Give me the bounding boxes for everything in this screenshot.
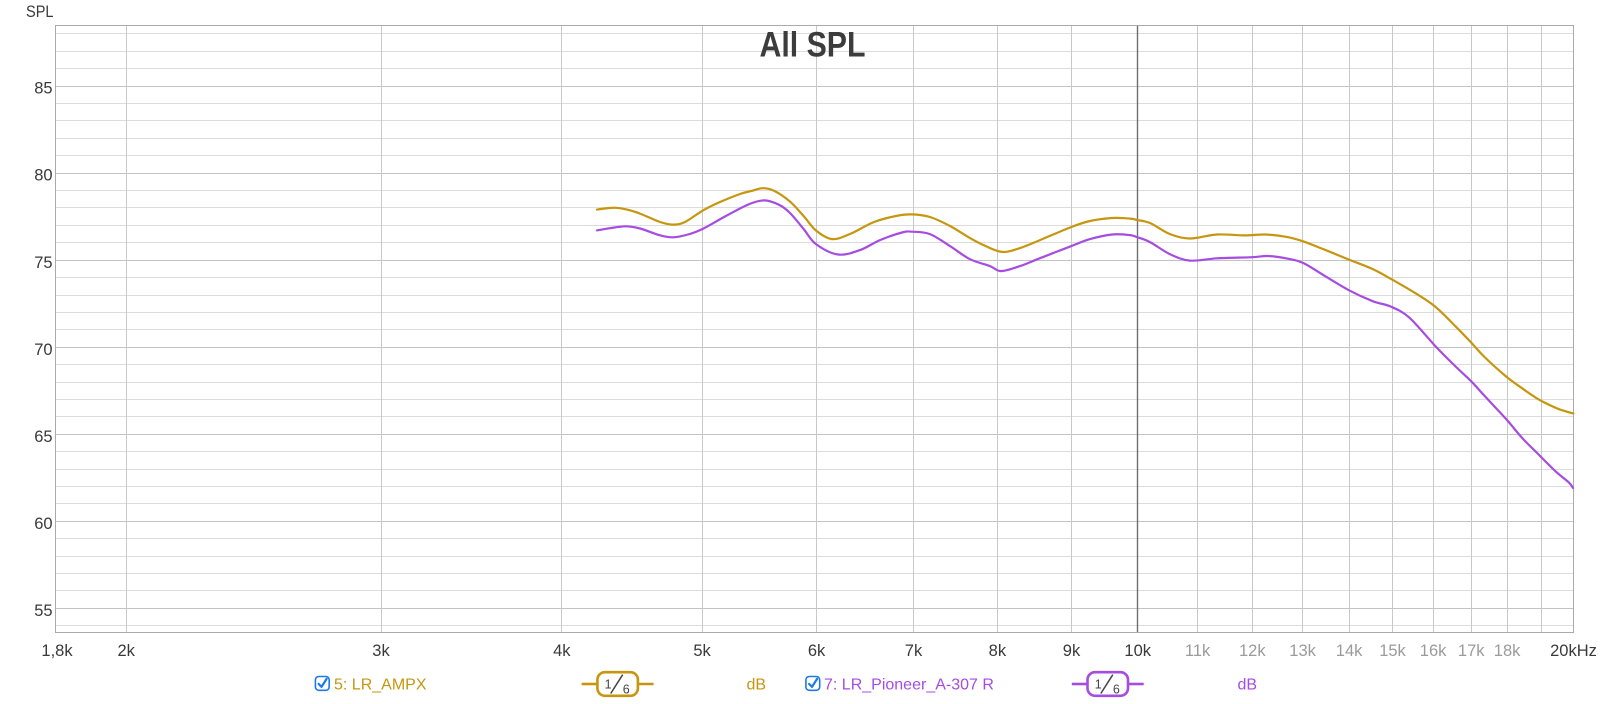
svg-text:dB: dB	[747, 676, 767, 693]
svg-text:18k: 18k	[1494, 642, 1521, 660]
svg-text:dB: dB	[1238, 676, 1258, 693]
svg-text:85: 85	[34, 80, 52, 98]
svg-text:All SPL: All SPL	[760, 26, 866, 65]
svg-text:20kHz: 20kHz	[1550, 642, 1597, 660]
svg-text:7k: 7k	[905, 642, 923, 660]
svg-text:75: 75	[34, 254, 52, 272]
svg-text:70: 70	[34, 341, 52, 359]
svg-text:12k: 12k	[1239, 642, 1266, 660]
svg-text:80: 80	[34, 167, 52, 185]
svg-text:5k: 5k	[693, 642, 711, 660]
svg-text:9k: 9k	[1063, 642, 1081, 660]
svg-text:17k: 17k	[1458, 642, 1485, 660]
svg-text:14k: 14k	[1336, 642, 1363, 660]
svg-text:2k: 2k	[117, 642, 135, 660]
svg-text:4k: 4k	[553, 642, 571, 660]
svg-text:6: 6	[623, 682, 630, 696]
svg-text:60: 60	[34, 515, 52, 533]
svg-text:7: LR_Pioneer_A-307 R: 7: LR_Pioneer_A-307 R	[824, 676, 994, 693]
svg-text:5: LR_AMPX: 5: LR_AMPX	[334, 676, 427, 693]
svg-text:6: 6	[1113, 682, 1120, 696]
svg-text:3k: 3k	[372, 642, 390, 660]
svg-text:SPL: SPL	[26, 3, 54, 21]
svg-text:8k: 8k	[989, 642, 1007, 660]
svg-text:6k: 6k	[808, 642, 826, 660]
svg-text:15k: 15k	[1379, 642, 1406, 660]
svg-text:11k: 11k	[1185, 642, 1211, 660]
svg-text:1: 1	[1095, 677, 1102, 691]
svg-text:1: 1	[605, 677, 612, 691]
svg-text:55: 55	[34, 602, 52, 620]
svg-text:65: 65	[34, 428, 52, 446]
svg-text:13k: 13k	[1289, 642, 1316, 660]
svg-text:16k: 16k	[1420, 642, 1447, 660]
svg-text:10k: 10k	[1124, 642, 1151, 660]
svg-text:1,8k: 1,8k	[41, 642, 73, 660]
